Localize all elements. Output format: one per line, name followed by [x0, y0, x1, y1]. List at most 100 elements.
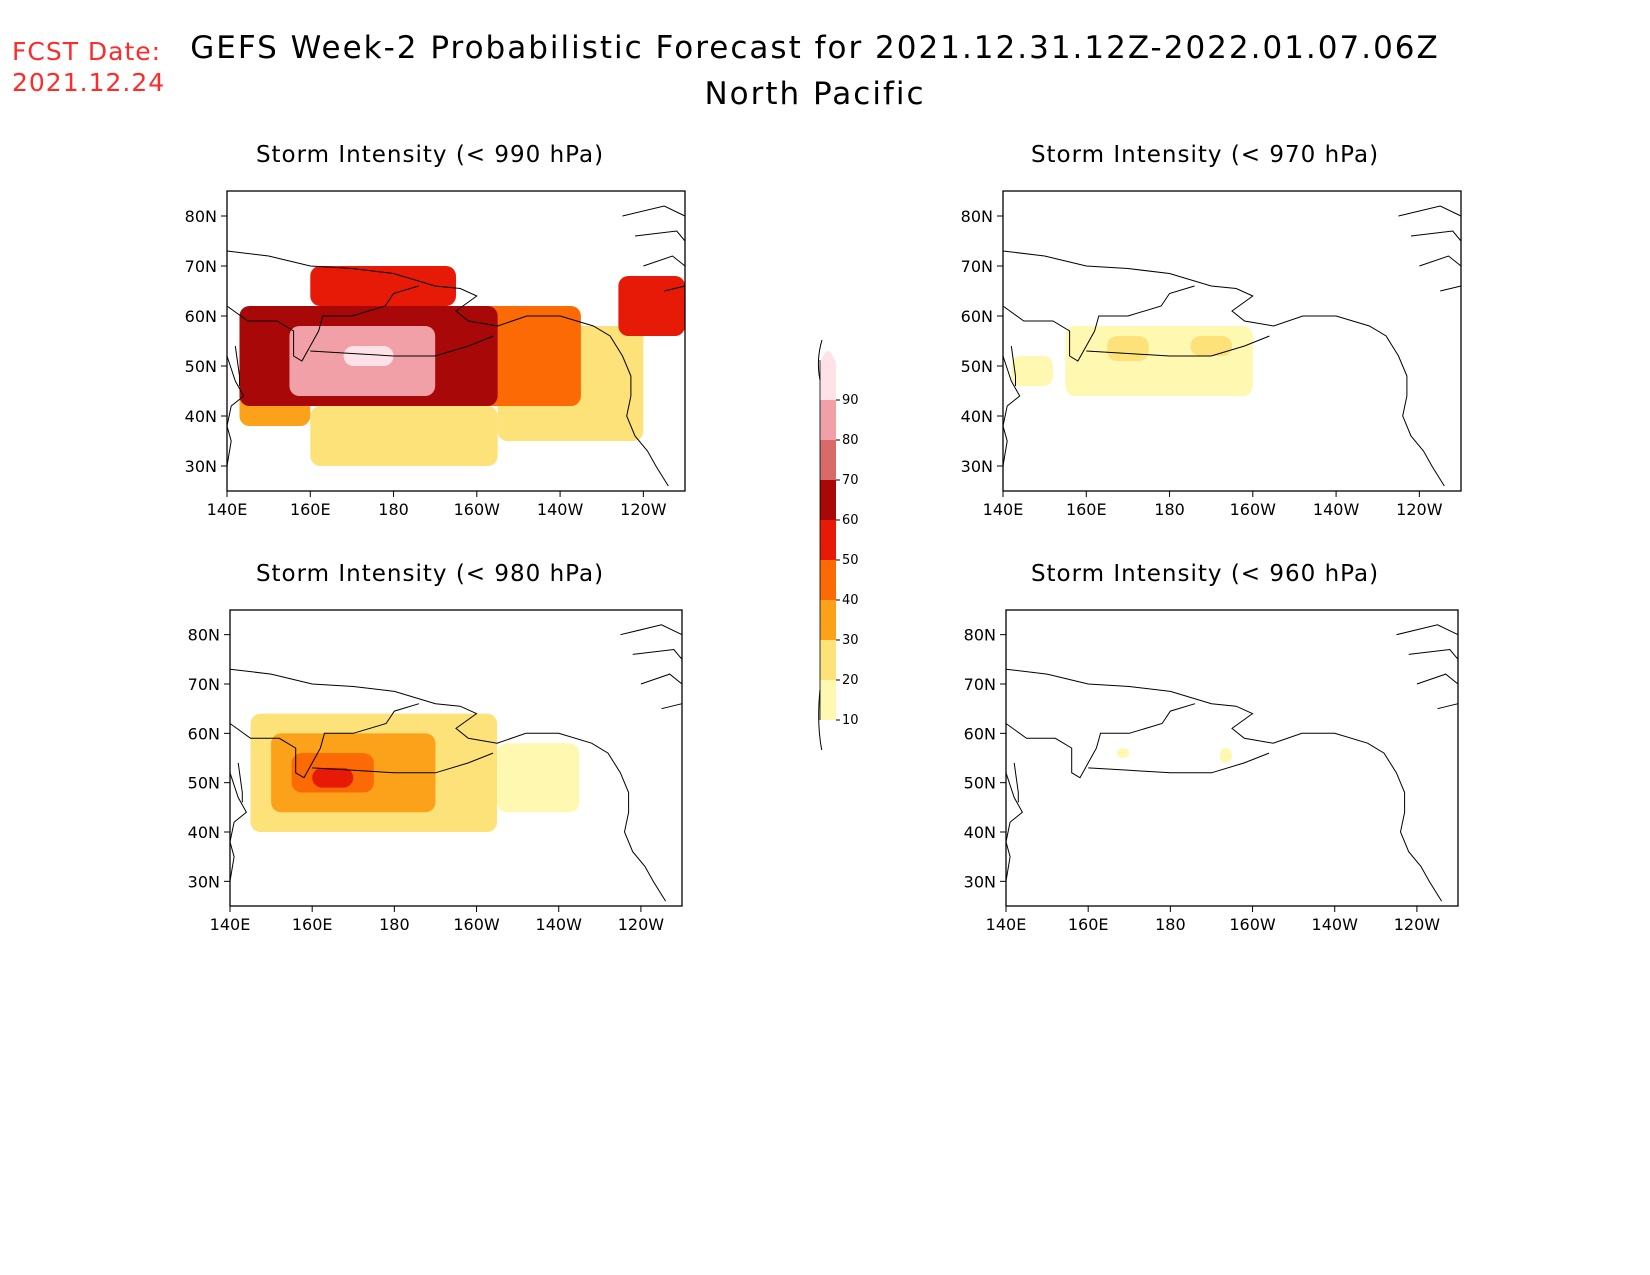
coastline-4	[1086, 335, 1270, 357]
map-960-svg: 80N 70N 60N 50N 40N 30N 140E 160E 180 160W 140W 120…	[964, 609, 1459, 934]
forecast-date-value: 2021.12.24	[12, 68, 166, 97]
colorbar-segment	[820, 600, 836, 640]
coastline-8	[1437, 703, 1459, 710]
probability-region-1	[1107, 336, 1149, 361]
probability-region-0	[1116, 748, 1130, 758]
shaded-regions	[239, 266, 685, 466]
lat-label: 30N	[964, 872, 996, 891]
coastline-0	[1002, 250, 1445, 487]
map-frame	[1005, 609, 1459, 907]
probability-region-1	[1219, 748, 1232, 763]
panel-title-970: Storm Intensity (< 970 hPa)	[1030, 142, 1380, 168]
coastline-2	[1005, 772, 1024, 882]
map-frame	[226, 190, 686, 492]
colorbar-label: 90	[842, 393, 859, 408]
probability-region-4	[497, 743, 580, 813]
lon-label: 140E	[210, 915, 251, 934]
lon-label: 180	[1154, 500, 1185, 519]
lon-label: 160E	[290, 500, 331, 519]
lon-label: 160E	[1066, 500, 1107, 519]
lat-label: 70N	[964, 675, 996, 694]
probability-region-5	[310, 266, 456, 306]
map-panel-960: 80N 70N 60N 50N 40N 30N 140E 160E 180 160W 140W 120…	[964, 609, 1459, 934]
colorbar: 10 20 30 40 50 60 70 80 90	[800, 330, 860, 761]
coastline-3	[234, 345, 240, 386]
lon-label: 160E	[1068, 915, 1109, 934]
coastline-2	[1002, 355, 1021, 467]
coastline-6	[1410, 230, 1462, 242]
map-970-svg: 80N 70N 60N 50N 40N 30N 140E 160E 180 160W 140W 120…	[961, 190, 1462, 519]
lat-label: 60N	[964, 724, 996, 743]
coastline-4	[310, 335, 494, 357]
lon-label: 140W	[1312, 915, 1359, 934]
lon-label: 120W	[1396, 500, 1443, 519]
coastline-1	[1005, 703, 1196, 779]
colorbar-segment	[820, 560, 836, 600]
lat-label: 60N	[961, 307, 993, 326]
forecast-date-block: FCST Date: 2021.12.24	[12, 36, 165, 98]
colorbar-segment	[820, 480, 836, 520]
probability-region-8	[618, 276, 685, 336]
lat-label: 70N	[188, 675, 220, 694]
coastlines	[226, 205, 686, 487]
coastline-7	[1419, 255, 1462, 267]
lat-label: 50N	[961, 357, 993, 376]
lon-label: 140E	[986, 915, 1027, 934]
map-frame	[229, 609, 683, 907]
panel-title-980: Storm Intensity (< 980 hPa)	[255, 561, 605, 587]
lon-label: 140W	[536, 915, 583, 934]
lon-label: 160E	[292, 915, 333, 934]
coastline-3	[1010, 345, 1016, 386]
colorbar-segment-top	[820, 351, 836, 400]
lat-label: 50N	[188, 774, 220, 793]
shaded-regions	[1011, 326, 1253, 396]
map-990-svg: 80N 70N 60N 50N 40N 30N 140E 160E 180 160W 140W 120…	[185, 190, 686, 519]
lat-label: 50N	[185, 357, 217, 376]
colorbar-segment	[820, 400, 836, 440]
panel-title-990: Storm Intensity (< 990 hPa)	[255, 142, 605, 168]
colorbar-label: 70	[842, 473, 859, 488]
lon-label: 160W	[1229, 915, 1276, 934]
map-panel-980: 80N 70N 60N 50N 40N 30N 140E 160E 180 160W 140W 120…	[188, 609, 683, 934]
coastline-6	[632, 648, 683, 660]
coastline-1	[226, 285, 419, 362]
colorbar-label: 60	[842, 513, 859, 528]
colorbar-svg: 10 20 30 40 50 60 70 80 90	[817, 339, 859, 761]
coastline-0	[226, 250, 669, 487]
lon-label: 160W	[1230, 500, 1277, 519]
coastline-8	[664, 285, 686, 292]
forecast-date-label: FCST Date:	[12, 37, 162, 66]
page-title: GEFS Week-2 Probabilistic Forecast for 2…	[190, 30, 1440, 66]
lat-label: 70N	[961, 257, 993, 276]
coastline-4	[312, 752, 494, 774]
colorbar-label: 40	[842, 593, 859, 608]
coastline-5	[620, 624, 683, 636]
lon-label: 160W	[453, 915, 500, 934]
coastline-7	[643, 255, 686, 267]
lon-label: 140W	[537, 500, 584, 519]
coastline-2	[229, 772, 248, 882]
coastline-6	[1408, 648, 1459, 660]
colorbar-label: 10	[842, 713, 859, 728]
lon-label: 180	[378, 500, 409, 519]
colorbar-segment	[820, 640, 836, 680]
lat-label: 40N	[964, 823, 996, 842]
colorbar-label: 20	[842, 673, 859, 688]
probability-region-3	[1011, 356, 1053, 386]
map-panel-970: 80N 70N 60N 50N 40N 30N 140E 160E 180 160W 140W 120…	[961, 190, 1462, 519]
coastlines	[229, 624, 683, 902]
colorbar-segment	[820, 680, 836, 720]
colorbar-top-cap	[817, 339, 823, 381]
coastline-1	[229, 703, 420, 779]
coastline-8	[661, 703, 683, 710]
lat-label: 50N	[964, 774, 996, 793]
lon-label: 140E	[983, 500, 1024, 519]
coastline-6	[634, 230, 686, 242]
lat-label: 60N	[185, 307, 217, 326]
page-subtitle: North Pacific	[704, 76, 926, 112]
colorbar-label: 50	[842, 553, 859, 568]
coastline-3	[237, 762, 243, 803]
coastline-0	[1005, 668, 1443, 902]
coastline-5	[622, 205, 686, 217]
coastlines	[1005, 624, 1459, 902]
